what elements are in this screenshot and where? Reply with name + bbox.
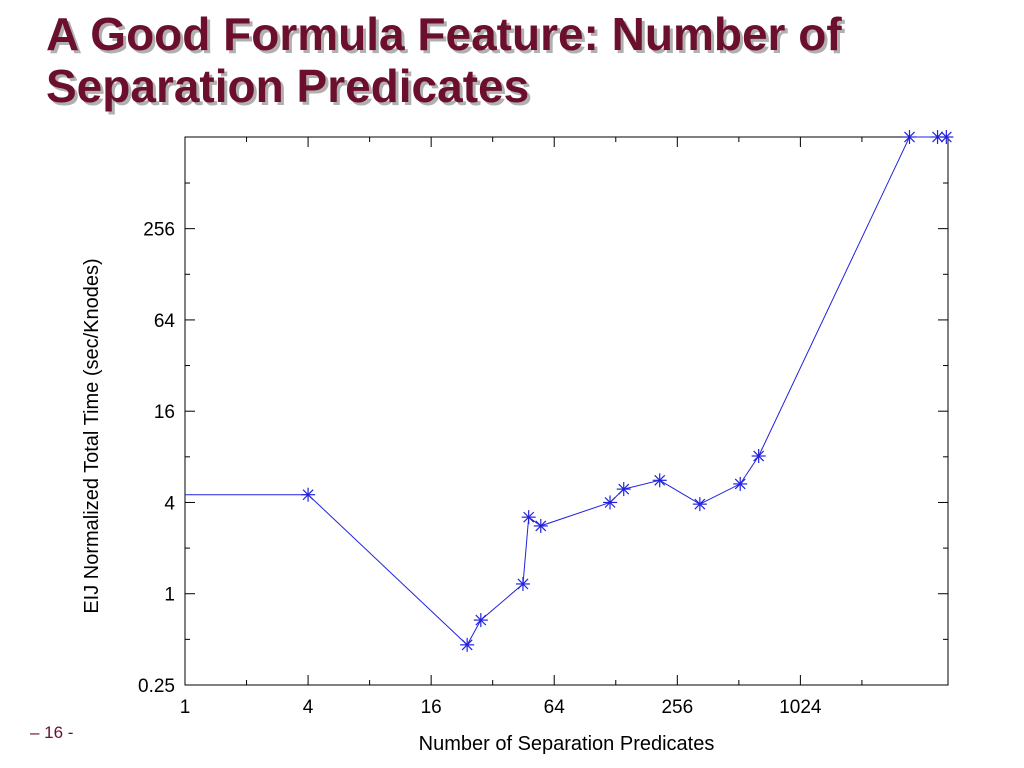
x-tick-label: 1 [180,697,191,718]
series-group [185,130,954,652]
x-tick-label: 1024 [779,697,822,718]
y-tick-label: 1 [164,585,175,606]
slide-title: A Good Formula Feature: Number of Separa… [46,8,842,112]
x-axis-title: Number of Separation Predicates [419,733,715,755]
marker-stroke [461,639,473,651]
data-point [515,576,530,591]
marker-stroke [618,483,630,495]
data-point [521,510,536,525]
y-axis-title: EIJ Normalized Total Time (sec/Knodes) [81,258,103,613]
data-point [301,487,316,502]
marker-stroke [753,450,765,462]
y-tick-label: 256 [143,220,175,241]
data-point [939,130,954,144]
data-point [460,637,475,652]
marker-stroke [932,131,944,143]
marker-stroke [604,496,616,508]
data-point [930,130,945,144]
data-point [473,613,488,628]
y-tick-label: 4 [164,493,175,514]
y-tick-label: 64 [154,311,176,332]
y-tick-label: 16 [154,402,175,423]
marker-stroke [523,511,535,523]
marker-stroke [734,478,746,490]
x-tick-label: 256 [661,697,693,718]
data-point [902,130,917,144]
marker-stroke [940,131,952,143]
marker-stroke [904,131,915,143]
marker-stroke [302,489,314,501]
data-point [692,497,707,512]
marker-stroke [535,520,547,532]
tick-marks [184,137,948,686]
data-point [533,518,548,533]
data-point [751,449,766,464]
series-line [185,136,947,646]
marker-stroke [517,578,529,590]
slide-number: – 16 - [30,723,74,742]
y-tick-label: 0.25 [138,676,175,697]
marker-stroke [654,474,666,486]
x-tick-label: 16 [421,697,442,718]
data-point [603,495,618,510]
x-tick-label: 64 [544,697,566,718]
marker-stroke [694,498,706,510]
marker-stroke [475,614,487,626]
data-point [652,473,667,488]
data-point [616,482,631,497]
x-tick-label: 4 [303,697,314,718]
data-point [733,476,748,491]
plot-frame [184,136,949,686]
